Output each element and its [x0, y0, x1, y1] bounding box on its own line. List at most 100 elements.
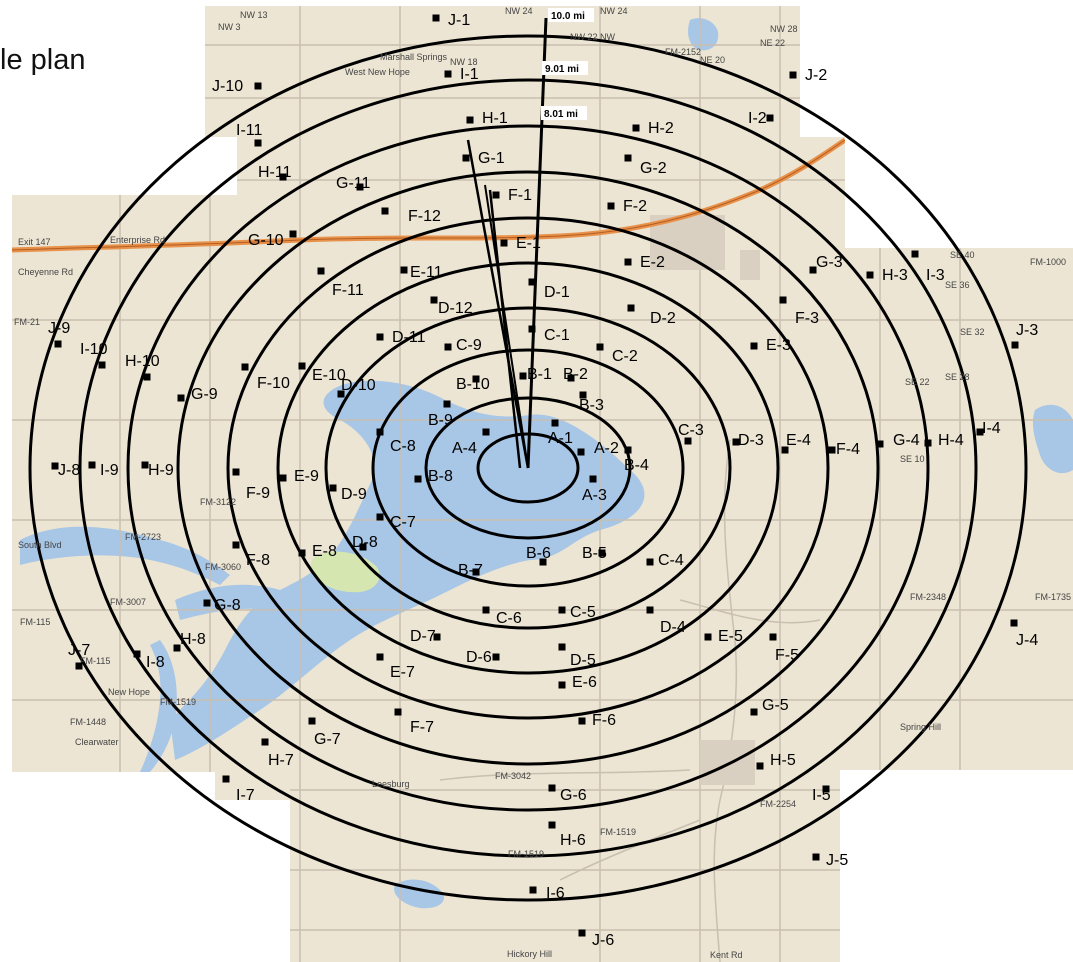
marker-square-icon[interactable]	[646, 558, 654, 566]
marker-square-icon[interactable]	[466, 116, 474, 124]
site-marker[interactable]: E-3	[750, 337, 792, 354]
marker-square-icon[interactable]	[579, 391, 587, 399]
marker-square-icon[interactable]	[430, 296, 438, 304]
marker-square-icon[interactable]	[779, 296, 787, 304]
marker-square-icon[interactable]	[1010, 619, 1018, 627]
site-marker[interactable]: B-6	[526, 545, 551, 566]
marker-square-icon[interactable]	[88, 461, 96, 469]
marker-square-icon[interactable]	[528, 278, 536, 286]
site-marker[interactable]: D-6	[466, 649, 500, 666]
marker-square-icon[interactable]	[558, 643, 566, 651]
marker-square-icon[interactable]	[289, 230, 297, 238]
marker-square-icon[interactable]	[51, 462, 59, 470]
site-marker[interactable]: B-8	[414, 468, 454, 485]
marker-square-icon[interactable]	[558, 681, 566, 689]
marker-square-icon[interactable]	[750, 342, 758, 350]
site-marker[interactable]: J-1	[432, 12, 471, 29]
site-marker[interactable]: H-6	[548, 821, 586, 850]
site-marker[interactable]: E-1	[500, 235, 542, 252]
marker-square-icon[interactable]	[781, 446, 789, 454]
marker-square-icon[interactable]	[567, 374, 575, 382]
site-marker[interactable]: I-6	[529, 885, 565, 902]
site-marker[interactable]: B-3	[579, 391, 604, 415]
marker-square-icon[interactable]	[828, 446, 836, 454]
marker-square-icon[interactable]	[519, 372, 527, 380]
marker-square-icon[interactable]	[529, 886, 537, 894]
marker-square-icon[interactable]	[596, 343, 604, 351]
marker-square-icon[interactable]	[627, 304, 635, 312]
marker-square-icon[interactable]	[141, 461, 149, 469]
site-marker[interactable]: J-7	[68, 642, 90, 670]
marker-square-icon[interactable]	[203, 599, 211, 607]
marker-square-icon[interactable]	[528, 325, 536, 333]
site-marker[interactable]: F-6	[578, 712, 617, 729]
site-marker[interactable]: J-4	[1010, 619, 1039, 650]
marker-square-icon[interactable]	[822, 785, 830, 793]
site-marker[interactable]: C-3	[678, 422, 704, 445]
marker-square-icon[interactable]	[632, 124, 640, 132]
marker-square-icon[interactable]	[539, 558, 547, 566]
marker-square-icon[interactable]	[482, 428, 490, 436]
site-marker[interactable]: J-8	[51, 462, 81, 479]
marker-square-icon[interactable]	[704, 633, 712, 641]
marker-square-icon[interactable]	[308, 717, 316, 725]
marker-square-icon[interactable]	[756, 762, 764, 770]
site-marker[interactable]: J-6	[578, 929, 615, 950]
site-marker[interactable]: I-5	[812, 785, 831, 805]
marker-square-icon[interactable]	[624, 154, 632, 162]
site-marker[interactable]: D-2	[627, 304, 676, 328]
site-marker[interactable]: E-4	[781, 432, 812, 454]
site-marker[interactable]: B-9	[428, 400, 453, 430]
marker-square-icon[interactable]	[492, 653, 500, 661]
marker-square-icon[interactable]	[769, 633, 777, 641]
site-marker[interactable]: B-4	[624, 446, 649, 475]
site-marker[interactable]: F-2	[607, 198, 648, 215]
site-marker[interactable]: F-10	[241, 363, 291, 393]
marker-square-icon[interactable]	[222, 775, 230, 783]
marker-square-icon[interactable]	[589, 475, 597, 483]
marker-square-icon[interactable]	[444, 343, 452, 351]
site-marker[interactable]: B-7	[458, 562, 483, 579]
site-marker[interactable]: F-8	[232, 541, 271, 570]
marker-square-icon[interactable]	[548, 821, 556, 829]
site-marker[interactable]: E-10	[298, 362, 346, 385]
site-marker[interactable]: H-9	[141, 461, 174, 480]
marker-square-icon[interactable]	[376, 513, 384, 521]
site-marker[interactable]: C-2	[596, 343, 638, 366]
marker-square-icon[interactable]	[329, 484, 337, 492]
site-marker[interactable]: B-5	[582, 545, 607, 562]
marker-square-icon[interactable]	[432, 14, 440, 22]
marker-square-icon[interactable]	[462, 154, 470, 162]
site-marker[interactable]: J-9	[48, 320, 70, 348]
marker-square-icon[interactable]	[173, 644, 181, 652]
site-marker[interactable]: H-8	[173, 631, 206, 652]
marker-square-icon[interactable]	[766, 114, 774, 122]
site-marker[interactable]: J-5	[812, 852, 849, 869]
marker-square-icon[interactable]	[598, 549, 606, 557]
site-marker[interactable]: D-1	[528, 278, 570, 302]
site-marker[interactable]: H-7	[261, 738, 294, 770]
marker-square-icon[interactable]	[376, 428, 384, 436]
marker-square-icon[interactable]	[279, 474, 287, 482]
marker-square-icon[interactable]	[376, 653, 384, 661]
site-marker[interactable]: A-3	[582, 475, 607, 505]
marker-square-icon[interactable]	[177, 394, 185, 402]
site-marker[interactable]: E-2	[624, 254, 666, 271]
marker-square-icon[interactable]	[624, 258, 632, 266]
site-marker[interactable]: B-10	[456, 375, 490, 394]
marker-square-icon[interactable]	[492, 191, 500, 199]
site-marker[interactable]: D-10	[337, 377, 376, 398]
marker-square-icon[interactable]	[500, 239, 508, 247]
marker-square-icon[interactable]	[443, 400, 451, 408]
site-marker[interactable]: J-3	[1011, 322, 1039, 349]
site-marker[interactable]: H-2	[632, 120, 674, 137]
site-marker[interactable]: F-1	[492, 187, 533, 204]
site-marker[interactable]: E-6	[558, 674, 598, 691]
site-marker[interactable]: D-9	[329, 484, 367, 504]
site-marker[interactable]: D-12	[430, 296, 473, 318]
marker-square-icon[interactable]	[732, 438, 740, 446]
site-marker[interactable]: C-7	[376, 513, 416, 532]
marker-square-icon[interactable]	[812, 853, 820, 861]
marker-square-icon[interactable]	[381, 207, 389, 215]
marker-square-icon[interactable]	[577, 448, 585, 456]
